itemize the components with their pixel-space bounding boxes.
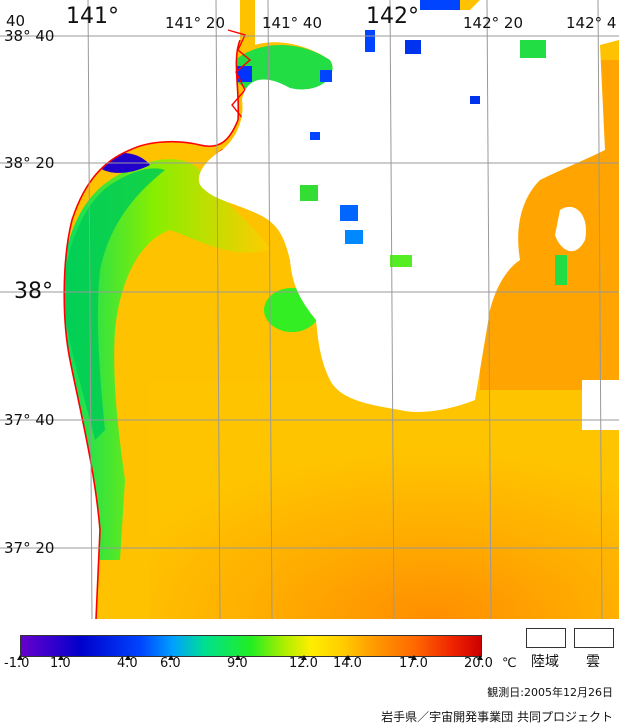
tick-label: 4.0	[117, 656, 138, 671]
lon-label-141-40: 141° 40	[262, 14, 322, 32]
tick-mark	[125, 655, 131, 660]
lon-label-141: 141°	[66, 4, 119, 29]
lon-label-141-20: 141° 20	[165, 14, 225, 32]
cloud-label: 雲	[586, 654, 600, 670]
tick-mark	[58, 655, 64, 660]
cloud-large	[198, 0, 619, 412]
tick-label: 14.0	[333, 656, 362, 671]
tick-mark	[168, 655, 174, 660]
credit: 岩手県／宇宙開発事業団 共同プロジェクト	[381, 710, 613, 724]
land-swatch	[526, 628, 566, 648]
tick-label: 20.0	[464, 656, 493, 671]
graticule	[0, 0, 619, 619]
tick-mark	[477, 655, 483, 660]
lon-label-142-4: 142° 4	[566, 14, 617, 32]
lon-label-142-20: 142° 20	[463, 14, 523, 32]
lat-label-38-20: 38° 20	[4, 154, 55, 172]
tick-mark	[345, 655, 351, 660]
lat-label-38: 38°	[14, 279, 53, 304]
tick-mark	[235, 655, 241, 660]
lat-label-37-40: 37° 40	[4, 411, 55, 429]
tick-label: 6.0	[160, 656, 181, 671]
lat-label-38-40: 38° 40	[4, 27, 55, 45]
coastal-deep-green	[62, 168, 165, 440]
corner-label: 40	[6, 12, 26, 30]
tick-label: 1.0	[50, 656, 71, 671]
unit-label: ℃	[502, 656, 517, 671]
cloud-swatch	[574, 628, 614, 648]
lon-label-142: 142°	[366, 4, 419, 29]
tick-label: 9.0	[227, 656, 248, 671]
temperature-color-bar	[20, 635, 482, 657]
tick-mark	[411, 655, 417, 660]
observation-date: 観測日:2005年12月26日	[487, 686, 613, 699]
land-label: 陸域	[531, 654, 559, 670]
tick-mark	[17, 655, 23, 660]
tick-label: 12.0	[289, 656, 318, 671]
scattered-pixels	[300, 0, 567, 285]
sea-warm-south	[150, 380, 619, 619]
coastline	[63, 39, 241, 619]
cold-spot	[236, 66, 252, 82]
tick-label: -1.0	[4, 656, 30, 671]
land-west	[0, 0, 240, 619]
cloud-east	[555, 206, 586, 252]
tick-mark	[301, 655, 307, 660]
lat-label-37-20: 37° 20	[4, 539, 55, 557]
tick-label: 17.0	[399, 656, 428, 671]
coastal-green-band	[60, 159, 270, 560]
sea-surface-temperature-map	[0, 0, 619, 619]
